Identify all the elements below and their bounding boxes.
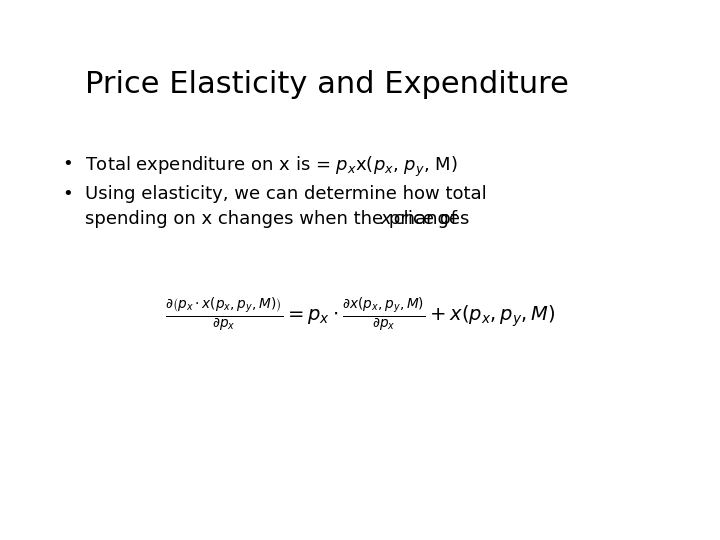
Text: •: •	[62, 185, 73, 203]
Text: Price Elasticity and Expenditure: Price Elasticity and Expenditure	[85, 70, 569, 99]
Text: x: x	[380, 210, 391, 228]
Text: $\frac{\partial\left(p_x \cdot x\left(p_x,p_y,M\right)\right)}{\partial p_x} = p: $\frac{\partial\left(p_x \cdot x\left(p_…	[165, 296, 555, 334]
Text: changes: changes	[388, 210, 469, 228]
Text: Total expenditure on x is = $p_x$x($p_x$, $p_y$, M): Total expenditure on x is = $p_x$x($p_x$…	[85, 155, 458, 179]
Text: Using elasticity, we can determine how total: Using elasticity, we can determine how t…	[85, 185, 487, 203]
Text: spending on x changes when the price of: spending on x changes when the price of	[85, 210, 463, 228]
Text: •: •	[62, 155, 73, 173]
